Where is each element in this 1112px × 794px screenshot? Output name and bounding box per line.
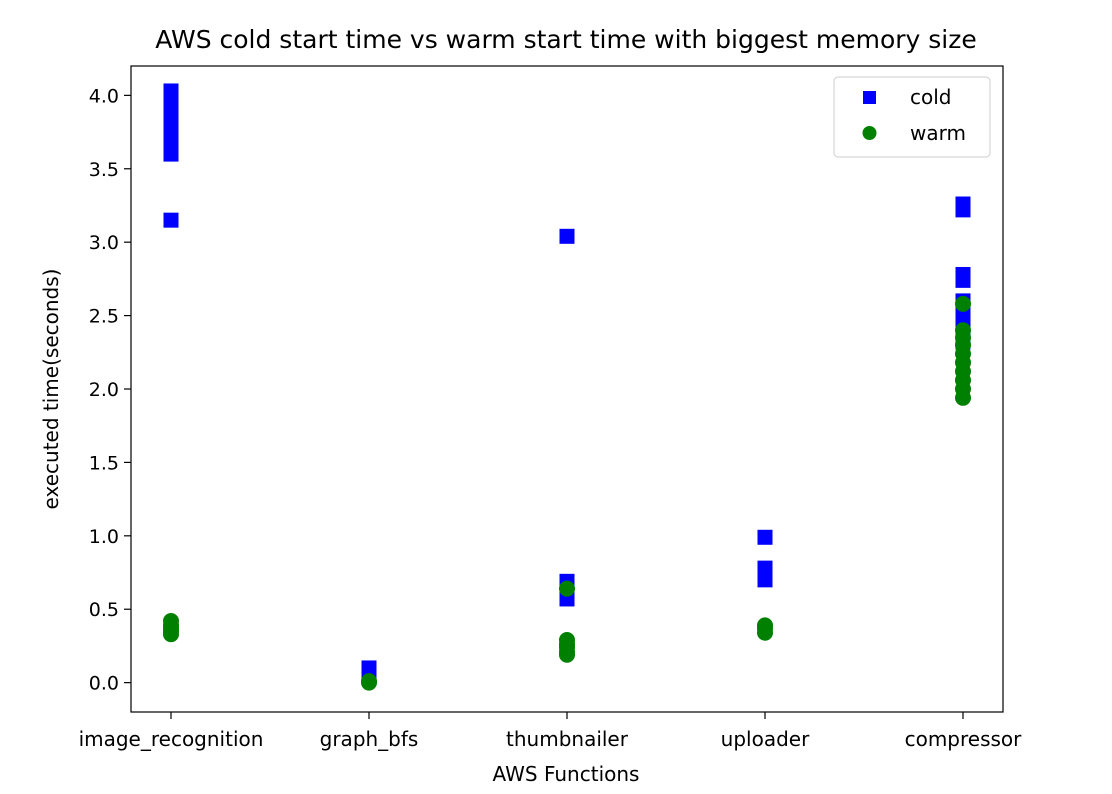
x-tick-label: uploader [721,727,810,751]
warm-point [559,580,575,597]
y-tick-label: 2.0 [89,379,119,401]
x-tick-label: thumbnailer [506,727,629,751]
warm-point [361,674,377,691]
legend: cold warm [833,76,991,158]
data-points [163,83,971,691]
warm-point [757,624,773,641]
y-tick-label: 3.0 [89,232,119,254]
plot-area [130,65,1004,713]
legend-cold-label: cold [910,85,951,109]
cold-point [559,228,575,244]
cold-point [955,272,971,288]
cold-point [955,202,971,218]
y-axis-label: executed time(seconds) [39,269,63,510]
y-tick-label: 3.5 [89,159,119,181]
legend-cold-marker [863,91,876,104]
warm-point [955,295,971,312]
x-tick-label: graph_bfs [320,727,419,751]
x-axis: image_recognition graph_bfs thumbnailer upl… [79,712,1023,751]
y-tick-label: 0.0 [89,673,119,695]
y-tick-label: 0.5 [89,599,119,621]
chart-title: AWS cold start time vs warm start time w… [155,25,977,54]
cold-point [757,572,773,588]
y-axis: 0.0 0.5 1.0 1.5 2.0 2.5 3.0 3.5 4.0 [89,85,131,695]
y-tick-label: 2.5 [89,306,119,328]
warm-point [955,389,971,406]
cold-point [757,529,773,545]
warm-point [559,646,575,663]
x-tick-label: image_recognition [79,727,264,751]
x-tick-label: compressor [905,727,1023,751]
series-warm [163,295,971,691]
warm-point [163,626,179,643]
y-tick-label: 4.0 [89,85,119,107]
cold-point [163,146,179,162]
y-tick-label: 1.5 [89,452,119,474]
cold-point [163,212,179,228]
legend-warm-marker [862,126,877,140]
y-tick-label: 1.0 [89,526,119,548]
x-axis-label: AWS Functions [493,762,640,786]
legend-warm-label: warm [910,121,966,145]
